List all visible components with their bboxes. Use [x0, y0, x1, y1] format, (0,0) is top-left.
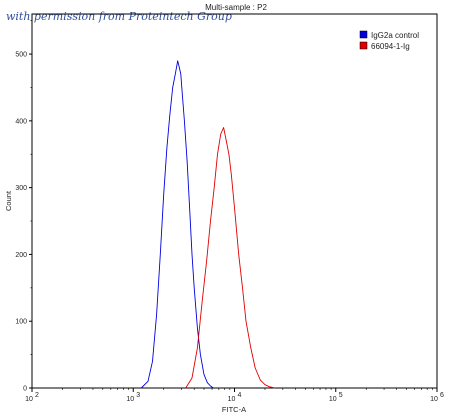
series-line-igg2a-control	[140, 60, 214, 389]
x-tick-label: 10	[329, 396, 337, 403]
y-axis: 0 100 200 300 400 500	[15, 20, 32, 393]
legend-label-igg2a-control: IgG2a control	[371, 31, 419, 40]
series-group	[140, 60, 275, 389]
x-tick-exponent: 4	[238, 392, 242, 399]
y-axis-title: Count	[4, 190, 13, 211]
y-tick-label: 300	[15, 185, 27, 192]
x-tick-label: 10	[228, 396, 236, 403]
y-tick-label: 400	[15, 118, 27, 125]
chart-title: Multi-sample : P2	[205, 3, 267, 12]
plot-frame	[31, 13, 438, 389]
series-line-66094-1-ig	[185, 127, 275, 389]
x-tick-exponent: 3	[136, 392, 140, 399]
y-tick-label: 0	[23, 386, 27, 393]
legend: IgG2a control 66094-1-Ig	[359, 30, 419, 51]
x-tick-exponent: 2	[35, 392, 39, 399]
y-tick-label: 100	[15, 319, 27, 326]
x-tick-label: 10	[126, 396, 134, 403]
legend-swatch-igg2a-control	[359, 30, 368, 39]
x-tick-exponent: 6	[440, 392, 444, 399]
legend-label-66094-1-ig: 66094-1-Ig	[371, 42, 410, 51]
x-axis-title: FITC-A	[222, 405, 246, 414]
y-tick-label: 200	[15, 252, 27, 259]
y-tick-label: 500	[15, 52, 27, 59]
watermark: with permission from Proteintech Group	[6, 10, 232, 23]
x-tick-exponent: 5	[339, 392, 343, 399]
x-tick-label: 10	[25, 396, 33, 403]
legend-swatch-66094-1-ig	[359, 41, 368, 50]
x-tick-label: 10	[430, 396, 438, 403]
